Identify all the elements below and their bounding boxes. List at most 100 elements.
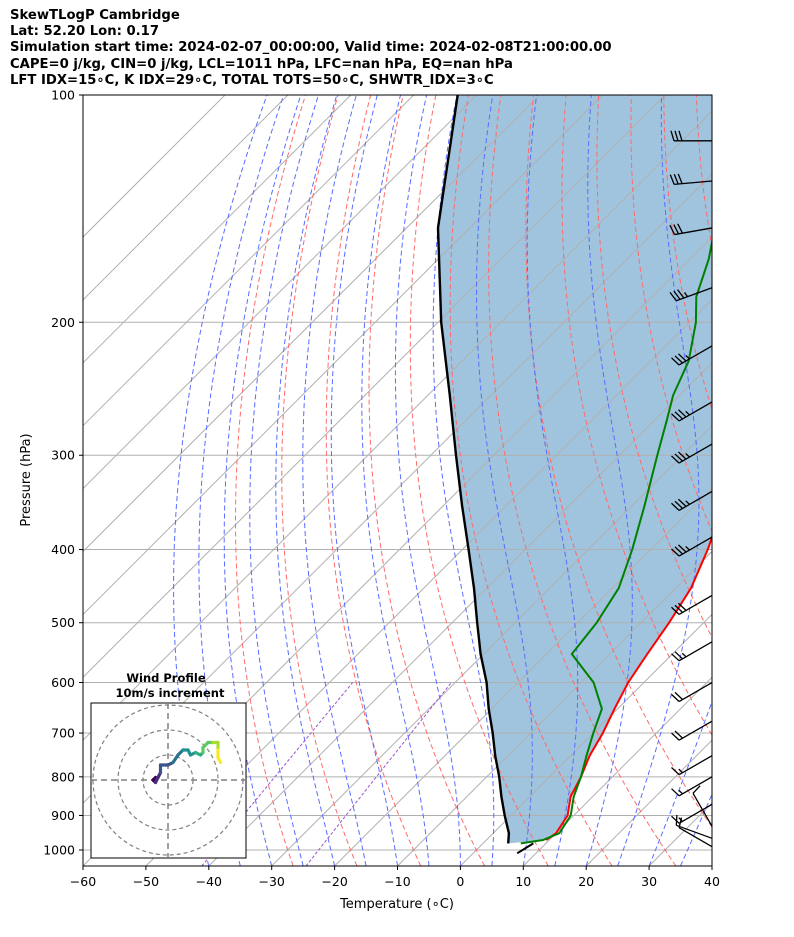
chart-title: SkewTLogP Cambridge xyxy=(10,8,180,23)
y-tick-label: 100 xyxy=(51,88,75,103)
dry-adiabats xyxy=(235,78,794,866)
wind-barb xyxy=(669,287,713,302)
moist-adiabat xyxy=(617,95,700,866)
mixing-ratio-line xyxy=(305,682,452,866)
moist-adiabat xyxy=(394,95,461,866)
x-tick-label: −50 xyxy=(133,874,159,889)
wind-barb xyxy=(671,536,713,557)
y-tick-label: 1000 xyxy=(43,843,75,858)
moist-adiabat xyxy=(648,699,712,866)
dry-adiabat xyxy=(325,95,422,866)
x-axis-title: Temperature (∘C) xyxy=(339,897,454,912)
chart-header: SkewTLogP Cambridge Lat: 52.20 Lon: 0.17… xyxy=(10,8,790,89)
plot-area xyxy=(83,78,794,866)
isotherm-line xyxy=(83,95,415,427)
location-line: Lat: 52.20 Lon: 0.17 xyxy=(10,24,160,40)
moist-adiabat xyxy=(302,95,367,866)
wind-barb xyxy=(671,681,713,703)
y-tick-label: 500 xyxy=(51,615,75,630)
y-tick-label: 300 xyxy=(51,448,75,463)
wind-barb xyxy=(670,130,712,142)
moist-adiabat xyxy=(585,95,633,866)
dry-adiabat xyxy=(728,78,794,866)
x-tick-label: 20 xyxy=(578,874,594,889)
stability-line: CAPE=0 j/kg, CIN=0 j/kg, LCL=1011 hPa, L… xyxy=(10,56,513,72)
moist-adiabat xyxy=(476,95,533,866)
y-tick-label: 200 xyxy=(51,315,75,330)
x-tick-label: 30 xyxy=(641,874,657,889)
wind-barb xyxy=(671,641,713,662)
moist-adiabat xyxy=(526,95,579,866)
cin-shading xyxy=(438,95,712,844)
moist-adiabat xyxy=(361,95,430,866)
isotherm-line xyxy=(83,95,666,679)
wind-barb xyxy=(671,594,713,615)
y-tick-label: 900 xyxy=(51,808,75,823)
indices-line: LFT IDX=15∘C, K IDX=29∘C, TOTAL TOTS=50∘… xyxy=(10,72,494,88)
surface-parcel-marker xyxy=(516,842,534,855)
dry-adiabat xyxy=(596,95,712,639)
wind-barb xyxy=(671,720,713,741)
isotherm-line xyxy=(83,95,352,364)
isotherm-line xyxy=(83,95,603,616)
hodograph-segment xyxy=(216,755,223,765)
moist-adiabats xyxy=(173,95,712,866)
hodograph-title: Wind Profile xyxy=(126,671,206,685)
moist-adiabat xyxy=(249,95,319,866)
dry-adiabat xyxy=(235,95,307,866)
x-tick-label: 10 xyxy=(515,874,531,889)
x-tick-label: −10 xyxy=(384,874,410,889)
isotherm-line xyxy=(83,95,226,238)
dry-adiabat xyxy=(488,95,677,866)
isotherm-line xyxy=(83,110,712,741)
isotherm-line xyxy=(711,865,712,866)
x-tick-label: −20 xyxy=(321,874,347,889)
x-axis-ticks: −60 −50 −40 −30 −20 −10 0 10 20 30 40 xyxy=(70,866,720,889)
isotherm-line xyxy=(271,424,712,866)
moist-adiabat xyxy=(173,95,268,866)
isotherm-line xyxy=(334,487,712,866)
y-axis-title: Pressure (hPa) xyxy=(19,433,34,526)
dry-adiabat xyxy=(760,78,794,866)
cape-cin-fill xyxy=(438,95,712,844)
isotherm-line xyxy=(460,613,712,866)
hodograph-plot xyxy=(91,703,246,858)
dewpoint-profile xyxy=(520,237,712,845)
moist-adiabat xyxy=(330,95,398,866)
x-tick-label: −40 xyxy=(196,874,222,889)
wind-barb xyxy=(671,803,713,824)
wind-barb xyxy=(669,173,713,185)
dry-adiabat xyxy=(449,95,613,866)
wind-barb xyxy=(671,490,713,511)
wind-barb xyxy=(671,776,713,797)
isotherm-line xyxy=(145,299,712,866)
wind-barb xyxy=(671,401,713,422)
dry-adiabat xyxy=(630,95,712,533)
moist-adiabat xyxy=(711,864,712,866)
isotherm-line xyxy=(397,550,712,866)
moist-adiabat xyxy=(223,95,302,866)
dry-adiabat xyxy=(409,95,549,866)
wind-barb xyxy=(671,443,713,464)
y-tick-label: 700 xyxy=(51,726,75,741)
wind-barb xyxy=(669,223,713,236)
dry-adiabat xyxy=(368,95,485,866)
dry-adiabat xyxy=(281,95,358,866)
wind-barb xyxy=(671,755,713,776)
isotherm-line xyxy=(83,95,540,553)
isotherm-line xyxy=(83,95,477,490)
dry-adiabat xyxy=(561,95,712,736)
parcel-path xyxy=(436,95,511,844)
wind-barbs xyxy=(669,130,713,848)
isotherm-line xyxy=(522,676,712,866)
sounding-profiles xyxy=(436,95,712,855)
isotherm-line xyxy=(83,95,289,301)
y-axis-ticks: 100 200 300 400 500 600 700 800 900 1000 xyxy=(43,88,83,858)
x-tick-label: −60 xyxy=(70,874,96,889)
time-line: Simulation start time: 2024-02-07_00:00:… xyxy=(10,40,612,56)
hodograph-ring xyxy=(117,729,219,831)
dry-adiabat xyxy=(525,95,712,829)
x-tick-label: 40 xyxy=(704,874,720,889)
moist-adiabat xyxy=(275,95,338,866)
